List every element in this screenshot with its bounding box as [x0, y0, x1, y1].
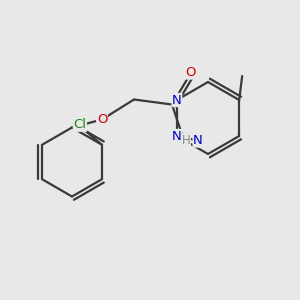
Text: N: N	[172, 94, 182, 106]
Text: O: O	[185, 66, 195, 79]
Text: N: N	[193, 134, 203, 147]
Text: N: N	[172, 130, 182, 142]
Text: Cl: Cl	[74, 118, 86, 131]
Text: O: O	[97, 113, 107, 126]
Text: H: H	[182, 134, 190, 147]
